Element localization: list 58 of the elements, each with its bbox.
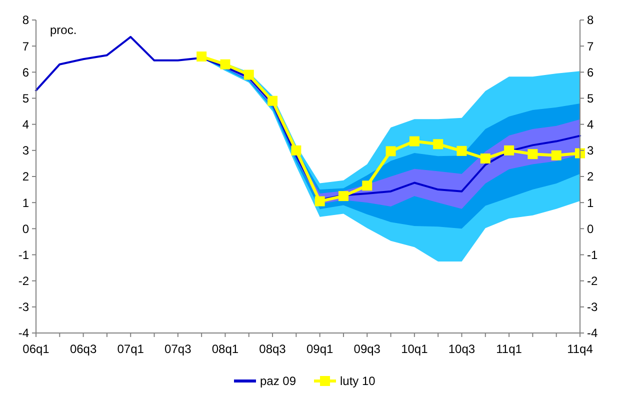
- y-axis-title: proc.: [50, 23, 77, 37]
- y2-tick-label: -2: [587, 274, 598, 288]
- y2-tick-label: 3: [587, 144, 594, 158]
- point: [362, 180, 372, 191]
- y2-tick-label: 2: [587, 170, 594, 184]
- point: [314, 196, 325, 206]
- y2-tick-label: 1: [587, 196, 594, 210]
- x-tick-label: 10q3: [448, 342, 476, 356]
- point: [456, 146, 467, 156]
- y2-tick-label: 0: [587, 222, 594, 236]
- x-tick-label: 11q4: [567, 342, 594, 356]
- x-tick-label: 06q1: [22, 342, 50, 356]
- y2-tick-label: -4: [587, 326, 598, 340]
- y-tick-label: 1: [22, 196, 30, 210]
- y-tick-label: -1: [18, 248, 30, 262]
- y-tick-label: 7: [22, 39, 30, 54]
- point: [268, 96, 278, 106]
- point: [338, 191, 348, 202]
- y2-tick-label: 7: [587, 39, 594, 54]
- point: [504, 145, 514, 156]
- y-tick-label: 6: [22, 65, 30, 80]
- legend-label: paz 09: [260, 374, 296, 388]
- point: [386, 146, 396, 156]
- point: [409, 136, 420, 146]
- x-tick-label: 07q1: [117, 342, 144, 356]
- point: [480, 154, 490, 164]
- y-tick-label: -3: [18, 300, 30, 314]
- y-tick-label: -4: [18, 326, 30, 340]
- y2-tick-label: 6: [587, 65, 594, 80]
- y2-tick-label: -1: [587, 248, 598, 262]
- x-tick-label: 11q1: [496, 342, 522, 356]
- x-tick-label: 08q3: [259, 342, 286, 356]
- point: [220, 59, 230, 70]
- x-tick-label: 07q3: [164, 342, 192, 356]
- y-tick-label: 2: [22, 170, 30, 184]
- point: [575, 148, 585, 158]
- point: [291, 145, 302, 156]
- y2-tick-label: 8: [587, 13, 594, 28]
- point: [244, 70, 254, 80]
- x-tick-label: 10q1: [401, 342, 428, 356]
- y-tick-label: 5: [22, 91, 30, 106]
- x-tick-label: 09q1: [306, 342, 334, 356]
- point: [433, 139, 444, 150]
- y-tick-label: -2: [18, 274, 30, 288]
- point: [528, 149, 538, 160]
- y2-tick-label: 4: [587, 118, 594, 132]
- point: [551, 150, 562, 160]
- x-tick-label: 06q3: [70, 342, 97, 356]
- x-tick-label: 08q1: [212, 342, 239, 356]
- y-tick-label: 4: [22, 118, 30, 132]
- y-tick-label: 8: [22, 13, 30, 28]
- y-tick-label: 3: [22, 144, 30, 158]
- legend-label: luty 10: [340, 374, 376, 388]
- y-tick-label: 0: [22, 222, 30, 236]
- y2-tick-label: 5: [587, 91, 594, 106]
- y2-tick-label: -3: [587, 300, 598, 314]
- point: [196, 52, 207, 62]
- x-tick-label: 09q3: [354, 342, 381, 356]
